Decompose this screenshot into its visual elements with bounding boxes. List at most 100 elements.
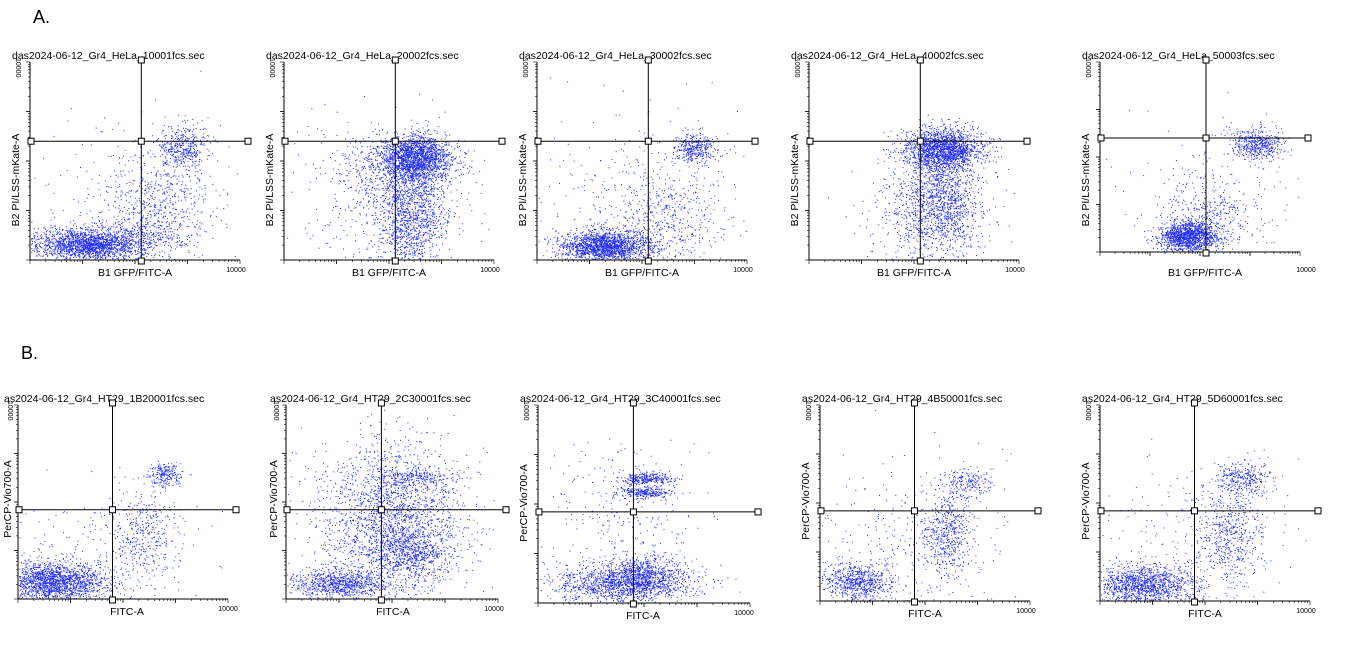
data-point — [170, 234, 172, 236]
data-point — [143, 235, 145, 237]
gate-handle[interactable] — [137, 137, 145, 145]
data-point — [194, 166, 196, 168]
data-point — [101, 226, 103, 228]
data-point — [195, 136, 197, 138]
data-point — [145, 189, 147, 191]
data-point — [135, 258, 137, 260]
data-point — [439, 153, 441, 155]
data-point — [102, 232, 104, 234]
data-point — [75, 243, 76, 245]
data-point — [96, 243, 98, 245]
data-point — [98, 234, 100, 235]
data-point — [411, 165, 413, 166]
data-point — [95, 229, 97, 231]
data-point — [106, 229, 108, 231]
data-point — [73, 224, 74, 226]
data-point — [73, 241, 75, 242]
data-point — [103, 232, 105, 234]
gate-handle[interactable] — [137, 257, 145, 265]
data-point — [165, 222, 167, 224]
data-point — [75, 251, 76, 252]
data-point — [49, 247, 50, 248]
data-point — [195, 145, 197, 147]
data-point — [399, 178, 400, 180]
data-point — [170, 245, 172, 247]
data-point — [419, 166, 421, 168]
data-point — [34, 244, 36, 246]
data-point — [174, 146, 176, 148]
data-point — [402, 163, 403, 165]
data-point — [108, 245, 110, 247]
data-point — [398, 147, 400, 149]
data-point — [421, 167, 423, 169]
data-point — [432, 170, 434, 172]
data-point — [418, 139, 420, 141]
data-point — [147, 213, 149, 215]
data-point — [149, 226, 151, 228]
data-point — [128, 237, 130, 239]
data-point — [447, 159, 449, 161]
data-point — [74, 235, 75, 236]
quadrant-gate[interactable] — [27, 56, 252, 265]
data-point — [402, 138, 403, 139]
data-point — [86, 245, 88, 247]
data-point — [174, 217, 176, 219]
data-point — [114, 234, 116, 236]
gate-handle[interactable] — [244, 137, 252, 145]
data-point — [189, 143, 191, 145]
data-point — [191, 154, 193, 156]
data-point — [435, 138, 437, 140]
data-point — [157, 221, 159, 223]
data-point — [94, 237, 96, 239]
data-point — [428, 163, 430, 164]
data-point — [52, 213, 54, 214]
data-point — [171, 237, 173, 239]
data-point — [91, 256, 93, 258]
data-point — [114, 170, 115, 172]
data-point — [58, 241, 60, 243]
data-point — [125, 212, 127, 214]
data-point — [186, 226, 188, 227]
data-point — [95, 251, 96, 253]
data-point — [403, 166, 405, 168]
data-point — [159, 145, 161, 146]
data-point — [48, 244, 50, 246]
gate-handle[interactable] — [137, 56, 145, 64]
data-point — [45, 228, 46, 230]
data-point — [184, 165, 186, 167]
data-point — [63, 245, 64, 247]
data-point — [104, 245, 106, 247]
data-point — [172, 154, 174, 156]
data-point — [422, 168, 424, 170]
data-point — [141, 226, 143, 228]
data-point — [98, 250, 100, 252]
data-point — [169, 211, 171, 213]
data-point — [115, 248, 117, 250]
data-point — [402, 174, 404, 176]
data-point — [426, 148, 428, 150]
data-point — [153, 213, 155, 215]
data-point — [102, 258, 104, 260]
data-point — [96, 223, 97, 225]
data-point — [191, 143, 193, 145]
data-point — [163, 192, 165, 194]
data-point — [202, 136, 204, 138]
data-point — [152, 247, 154, 249]
data-point — [87, 239, 89, 241]
data-point — [176, 159, 178, 161]
gate-handle[interactable] — [27, 137, 35, 145]
data-point — [179, 146, 181, 148]
data-point — [46, 240, 48, 242]
data-point — [93, 161, 95, 163]
data-point — [101, 238, 103, 240]
data-point — [215, 139, 217, 141]
data-point — [58, 231, 60, 233]
data-point — [167, 226, 169, 228]
data-point — [68, 250, 70, 252]
data-point — [195, 145, 197, 147]
data-point — [180, 146, 182, 148]
data-point — [103, 245, 105, 247]
data-point — [413, 162, 415, 163]
data-point — [406, 157, 408, 159]
data-point — [125, 239, 127, 241]
